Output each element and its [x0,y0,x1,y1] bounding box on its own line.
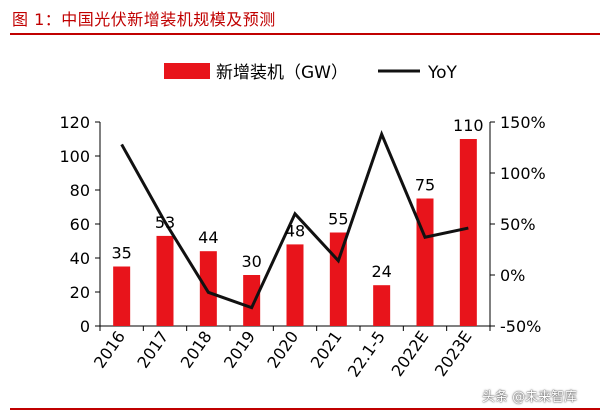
yoy-line [120,130,469,310]
y-left-tick-label: 100 [59,147,90,166]
x-tick-label: 2017 [133,327,172,371]
x-tick-label: 2018 [177,327,216,371]
data-label: 55 [328,210,348,229]
y-right-tick-label: 100% [500,164,546,183]
bar [286,244,304,326]
x-tick-label: 22.1-5 [344,327,389,380]
y-left-tick-label: 0 [80,317,90,336]
y-left-tick-label: 60 [70,215,90,234]
figure-title: 图 1：中国光伏新增装机规模及预测 [12,10,276,29]
legend-swatch-bar [164,63,210,79]
bar [459,139,477,326]
y-right-tick-label: 150% [500,113,546,132]
x-tick-label: 2023E [431,327,476,380]
bar [243,275,261,326]
bar [416,198,434,326]
y-left-tick-label: 20 [70,283,90,302]
x-tick-label: 2016 [90,327,129,371]
data-label: 24 [371,262,391,281]
y-right-tick-label: -50% [500,317,541,336]
data-label: 53 [155,213,175,232]
bar [113,266,131,326]
x-tick-label: 2019 [220,327,259,371]
x-tick-label: 2022E [388,327,433,380]
watermark: 头条 @未来智库 [482,390,578,405]
data-label: 48 [285,221,305,240]
data-label: 110 [453,116,484,135]
bottom-divider [10,408,600,410]
bar [373,285,391,326]
data-label: 30 [241,252,261,271]
data-label: 44 [198,228,218,247]
title-divider [10,33,600,35]
y-left-tick-label: 40 [70,249,90,268]
bar [199,251,217,326]
y-right-tick-label: 0% [500,266,525,285]
x-tick-label: 2020 [263,327,302,371]
y-right-tick-label: 50% [500,215,536,234]
legend-label-bar: 新增装机（GW） [216,63,348,83]
x-tick-label: 2021 [307,327,346,371]
bar [156,235,174,326]
data-label: 75 [415,176,435,195]
legend-label-line: YoY [427,63,458,83]
y-left-tick-label: 80 [70,181,90,200]
y-left-tick-label: 120 [59,113,90,132]
data-label: 35 [111,244,131,263]
